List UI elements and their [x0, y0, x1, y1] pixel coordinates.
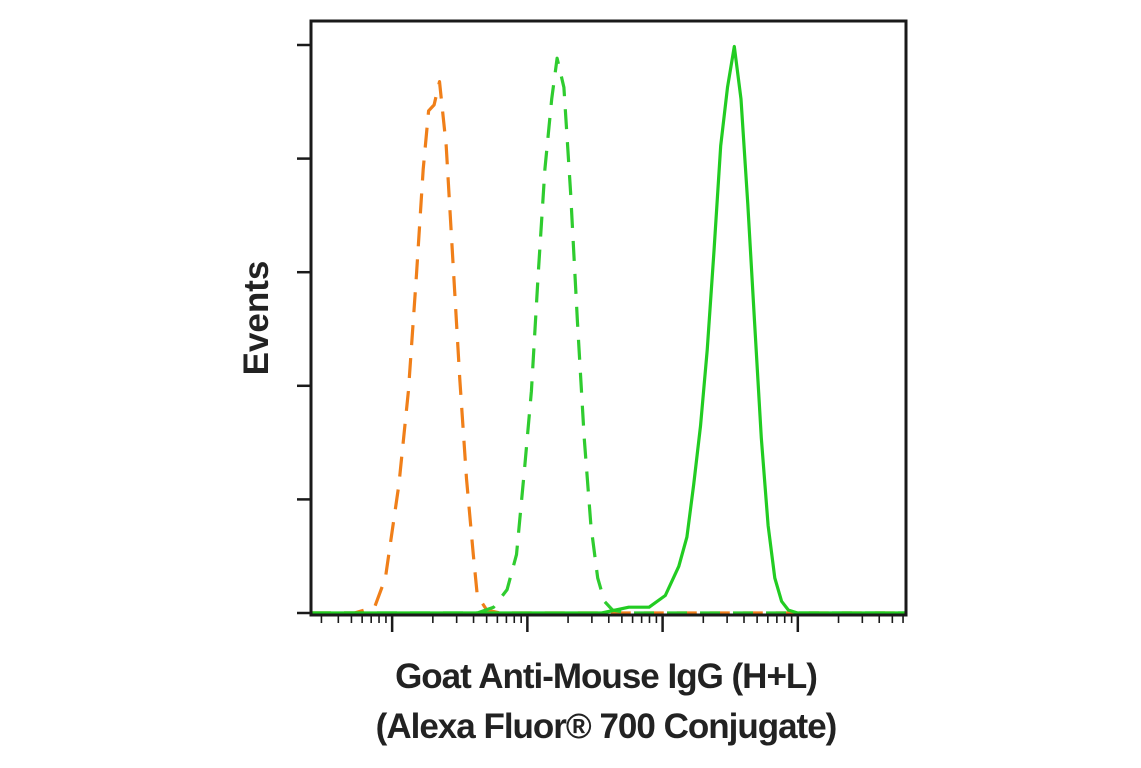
histogram-series-1: [311, 80, 906, 615]
histogram-series: [311, 44, 906, 615]
histogram-series-3: [311, 44, 906, 615]
x-axis-label-line2: (Alexa Fluor® 700 Conjugate): [376, 707, 837, 746]
histogram-series-2: [311, 56, 906, 615]
x-axis-label-line1: Goat Anti-Mouse IgG (H+L): [395, 657, 817, 696]
y-axis-label: Events: [237, 261, 276, 376]
axis-ticks: [297, 43, 904, 632]
plot-frame: [309, 19, 908, 617]
